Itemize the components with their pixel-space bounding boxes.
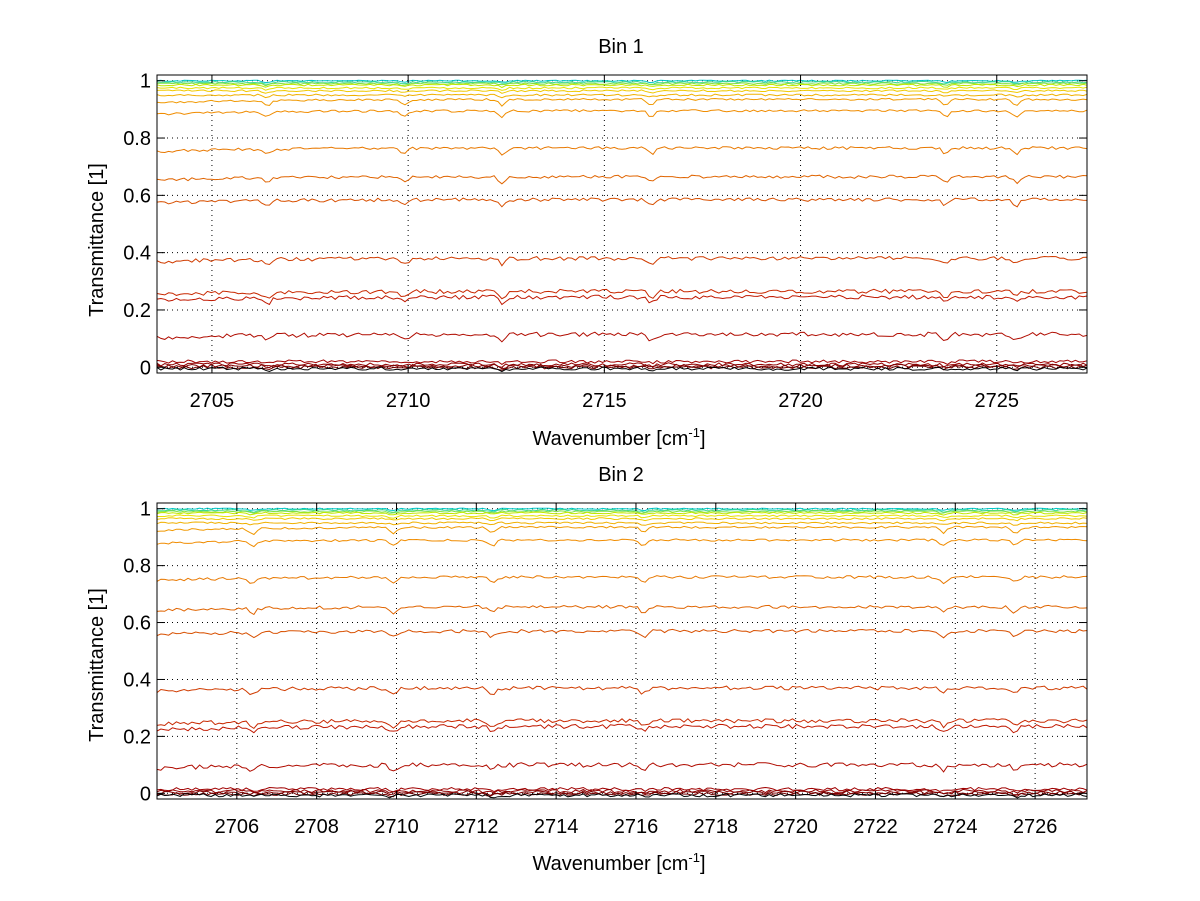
series-line xyxy=(156,685,1088,696)
x-tick-label: 2715 xyxy=(582,390,627,412)
series-line xyxy=(156,86,1088,91)
chart-title: Bin 1 xyxy=(598,36,644,58)
series-line xyxy=(156,718,1088,730)
y-tick-label: 0.6 xyxy=(123,185,151,207)
x-tick-label: 2712 xyxy=(454,816,499,838)
series-line xyxy=(156,366,1088,373)
y-tick-label: 0.4 xyxy=(123,243,151,265)
axes-box xyxy=(156,74,1088,374)
series-line xyxy=(156,89,1088,94)
series-line xyxy=(156,786,1088,793)
x-tick-label: 2725 xyxy=(974,390,1019,412)
series-line xyxy=(156,507,1088,512)
series-line xyxy=(156,83,1088,89)
series-line xyxy=(156,288,1088,300)
series-line xyxy=(156,538,1088,548)
series-line xyxy=(156,79,1088,84)
ticks: 2706 2708 2710 2712 2714 2716 2718 2720 2722 2724… xyxy=(123,499,1087,838)
y-tick-label: 0.2 xyxy=(123,726,151,748)
series-line xyxy=(156,517,1088,522)
x-tick-label: 2710 xyxy=(386,390,431,412)
series-line xyxy=(156,575,1088,585)
y-tick-label: 1 xyxy=(140,499,151,521)
series-group xyxy=(156,79,1088,373)
series-line xyxy=(157,508,1088,513)
x-tick-label: 2724 xyxy=(933,816,978,838)
series-line xyxy=(156,628,1088,639)
y-tick-label: 0.8 xyxy=(123,556,151,578)
chart-title: Bin 2 xyxy=(598,464,644,486)
series-line xyxy=(156,790,1088,797)
series-line xyxy=(156,82,1088,87)
x-tick-label: 2726 xyxy=(1013,816,1058,838)
series-line xyxy=(156,80,1088,85)
y-axis-label: Transmittance [1] xyxy=(86,588,108,742)
x-axis-label: Wavenumber [cm-1] xyxy=(532,850,705,875)
axes-box xyxy=(156,502,1088,800)
y-tick-label: 0.4 xyxy=(123,669,151,691)
series-line xyxy=(156,521,1088,526)
series-line xyxy=(156,511,1088,516)
series-line xyxy=(156,109,1088,119)
y-tick-label: 0 xyxy=(140,357,151,379)
series-line xyxy=(156,362,1088,369)
ticks: 2705 2710 2715 2720 2725 0 0.2 0.4 0.6 0.8 1 xyxy=(123,71,1087,412)
series-line xyxy=(156,788,1088,795)
x-tick-label: 2716 xyxy=(614,816,659,838)
series-line xyxy=(156,255,1088,267)
series-group xyxy=(156,507,1088,799)
x-tick-label: 2718 xyxy=(694,816,739,838)
series-line xyxy=(156,363,1088,370)
x-tick-label: 2708 xyxy=(294,816,339,838)
axes-bin-1: Bin 1 2705 2710 2715 2720 2725 0 0.2 0.4 0.6 0.8 1… xyxy=(86,36,1088,450)
y-axis-label: Transmittance [1] xyxy=(86,163,108,317)
x-axis-label: Wavenumber [cm-1] xyxy=(532,425,705,450)
series-line xyxy=(156,93,1088,99)
series-line xyxy=(156,174,1088,185)
x-tick-label: 2714 xyxy=(534,816,579,838)
series-line xyxy=(156,294,1088,306)
series-line xyxy=(156,723,1088,734)
series-line xyxy=(156,604,1088,616)
series-line xyxy=(156,791,1088,798)
series-line xyxy=(156,97,1088,107)
x-tick-label: 2710 xyxy=(374,816,419,838)
series-line xyxy=(156,331,1088,343)
series-line xyxy=(156,525,1088,536)
series-line xyxy=(156,146,1088,156)
x-tick-label: 2705 xyxy=(190,390,235,412)
x-tick-label: 2720 xyxy=(778,390,823,412)
series-line xyxy=(156,762,1088,773)
y-tick-label: 0.8 xyxy=(123,128,151,150)
axes-bin-2: Bin 2 2706 2708 2710 2712 2714 2716 2718 2720 27… xyxy=(86,464,1088,875)
grid xyxy=(157,503,1087,799)
y-tick-label: 1 xyxy=(140,71,151,93)
series-line xyxy=(156,197,1088,208)
x-tick-label: 2720 xyxy=(773,816,818,838)
y-tick-label: 0.6 xyxy=(123,613,151,635)
series-line xyxy=(157,514,1088,519)
grid xyxy=(157,75,1087,373)
series-line xyxy=(156,510,1088,514)
series-line xyxy=(156,359,1088,366)
x-tick-label: 2722 xyxy=(853,816,898,838)
y-tick-label: 0.2 xyxy=(123,300,151,322)
series-line xyxy=(156,365,1088,371)
series-line xyxy=(156,793,1088,799)
x-tick-label: 2706 xyxy=(215,816,260,838)
y-tick-label: 0 xyxy=(140,783,151,805)
